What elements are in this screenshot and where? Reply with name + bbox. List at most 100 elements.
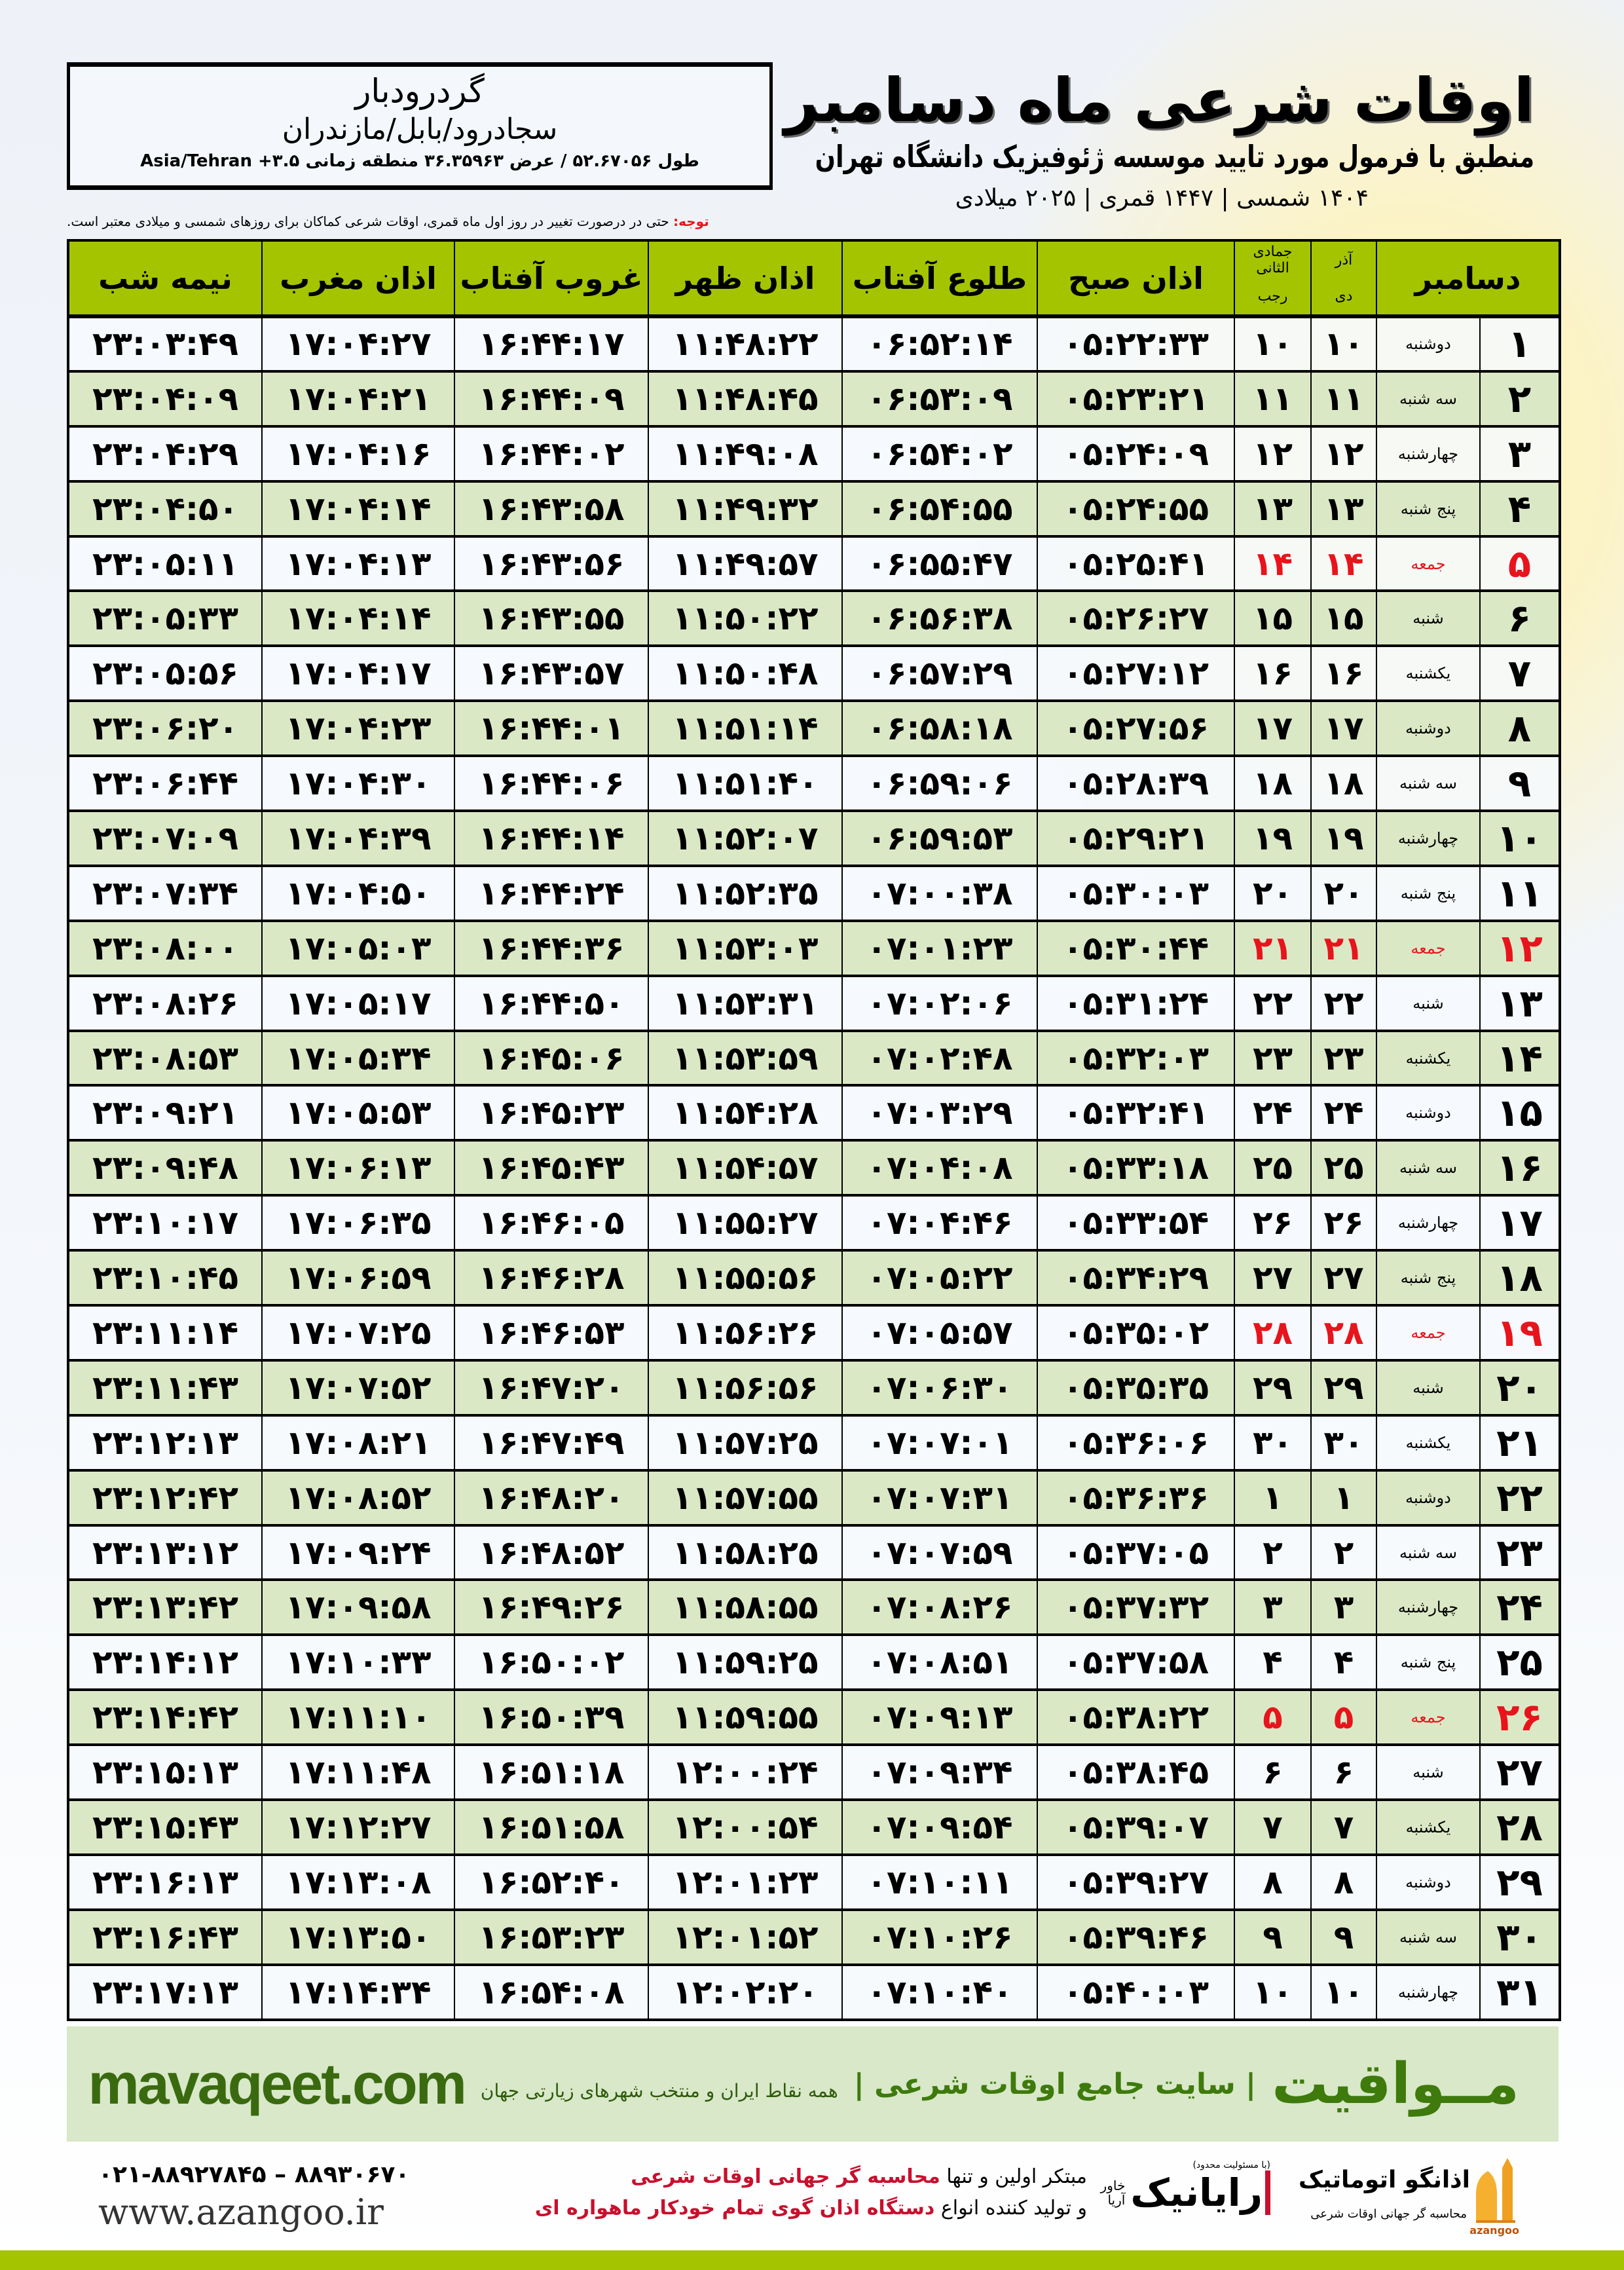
nime-time: ۲۳:۱۰:۴۵ <box>67 1249 262 1306</box>
qamari-day: ۱ <box>1234 1468 1311 1525</box>
weekday: شنبه <box>1376 1743 1480 1800</box>
nime-time: ۲۳:۱۶:۱۳ <box>67 1853 262 1910</box>
qamari-day: ۲۳ <box>1234 1029 1311 1086</box>
tolu-time: ۰۷:۰۵:۲۲ <box>841 1249 1037 1306</box>
ghorub-time: ۱۶:۴۴:۳۶ <box>454 919 648 976</box>
col-month: دسامبر <box>1376 240 1560 316</box>
ghorub-time: ۱۶:۴۵:۰۶ <box>454 1029 648 1086</box>
table-row: ۱۸ پنج شنبه ۲۷ ۲۷ ۰۵:۳۴:۲۹ ۰۷:۰۵:۲۲ ۱۱:۵۵:۵۶ ۱۶… <box>67 1249 1560 1306</box>
day-number: ۲۶ <box>1479 1688 1560 1745</box>
brand-subtitle: | سایت جامع اوقات شرعی | <box>853 2067 1257 2101</box>
shamsi-day: ۶ <box>1310 1743 1376 1800</box>
qamari-day: ۸ <box>1234 1853 1311 1910</box>
table-row: ۲۸ یکشنبه ۷ ۷ ۰۵:۳۹:۰۷ ۰۷:۰۹:۵۴ ۱۲:۰۰:۵۴ ۱۶:۵۱:… <box>67 1798 1560 1855</box>
tolu-time: ۰۷:۱۰:۴۰ <box>841 1963 1037 2020</box>
zohr-time: ۱۱:۵۳:۳۱ <box>648 974 842 1031</box>
maghrib-time: ۱۷:۰۴:۱۶ <box>261 424 454 481</box>
zohr-time: ۱۱:۵۰:۴۸ <box>648 644 842 701</box>
shamsi-day: ۲۴ <box>1310 1084 1376 1141</box>
ghorub-time: ۱۶:۴۵:۴۳ <box>454 1139 648 1196</box>
sobh-time: ۰۵:۳۲:۰۳ <box>1037 1029 1234 1086</box>
tolu-time: ۰۷:۰۷:۵۹ <box>841 1523 1037 1580</box>
sobh-time: ۰۵:۲۴:۰۹ <box>1037 424 1234 481</box>
weekday: جمعه <box>1376 919 1480 976</box>
weekday: یکشنبه <box>1376 644 1480 701</box>
shamsi-day: ۲۰ <box>1310 864 1376 921</box>
azangoo-name: اذانگو اتوماتیک <box>1298 2167 1470 2193</box>
tolu-time: ۰۷:۰۲:۴۸ <box>841 1029 1037 1086</box>
note-text: حتی در درصورت تغییر در روز اول ماه قمری،… <box>67 214 674 229</box>
tolu-time: ۰۷:۰۰:۳۸ <box>841 864 1037 921</box>
zohr-time: ۱۱:۵۵:۲۷ <box>648 1194 842 1251</box>
dome-icon <box>1476 2158 1515 2223</box>
table-row: ۲۰ شنبه ۲۹ ۲۹ ۰۵:۳۵:۳۵ ۰۷:۰۶:۳۰ ۱۱:۵۶:۵۶ ۱۶:۴۷:… <box>67 1358 1560 1415</box>
day-number: ۱۹ <box>1479 1304 1560 1360</box>
zohr-time: ۱۲:۰۰:۲۴ <box>648 1743 842 1800</box>
nime-time: ۲۳:۰۶:۴۴ <box>67 754 262 811</box>
nime-time: ۲۳:۱۱:۴۳ <box>67 1358 262 1415</box>
qamari-day: ۲ <box>1234 1523 1311 1580</box>
contact-website[interactable]: www.azangoo.ir <box>98 2191 384 2233</box>
day-number: ۲ <box>1479 369 1560 426</box>
table-row: ۲۹ دوشنبه ۸ ۸ ۰۵:۳۹:۲۷ ۰۷:۱۰:۱۱ ۱۲:۰۱:۲۳ ۱۶:۵۲:… <box>67 1853 1560 1910</box>
maghrib-time: ۱۷:۰۶:۱۳ <box>261 1139 454 1196</box>
weekday: پنج شنبه <box>1376 864 1480 921</box>
table-row: ۲۱ یکشنبه ۳۰ ۳۰ ۰۵:۳۶:۰۶ ۰۷:۰۷:۰۱ ۱۱:۵۷:۲۵ ۱۶:۴… <box>67 1413 1560 1470</box>
ghorub-time: ۱۶:۴۴:۰۲ <box>454 424 648 481</box>
nime-time: ۲۳:۰۴:۵۰ <box>67 479 262 536</box>
zohr-time: ۱۱:۵۴:۵۷ <box>648 1139 842 1196</box>
page-title: اوقات شرعی ماه دسامبر <box>784 65 1534 136</box>
day-number: ۵ <box>1479 534 1560 591</box>
site-link[interactable]: mavaqeet.com <box>88 2051 467 2116</box>
table-row: ۱۲ جمعه ۲۱ ۲۱ ۰۵:۳۰:۴۴ ۰۷:۰۱:۲۳ ۱۱:۵۳:۰۳ ۱۶:۴۴:… <box>67 919 1560 976</box>
tolu-time: ۰۶:۵۳:۰۹ <box>841 369 1037 426</box>
promo-line2-b: دستگاه اذان گوی تمام خودکار ماهواره ای <box>534 2197 935 2220</box>
col-ghorub: غروب آفتاب <box>454 240 648 316</box>
prayer-times-table: دسامبر آذر جمادی الثانی اذان صبح طلوع آف… <box>67 239 1561 2021</box>
weekday: یکشنبه <box>1376 1798 1480 1855</box>
qamari-day: ۳۰ <box>1234 1413 1311 1470</box>
sobh-time: ۰۵:۲۸:۳۹ <box>1037 754 1234 811</box>
shamsi-day: ۱ <box>1310 1468 1376 1525</box>
qamari-day: ۱۰ <box>1234 1963 1311 2020</box>
location-box: گردرودبار سجادرود/بابل/مازندران طول ۵۲.۶… <box>67 62 773 190</box>
day-number: ۲۸ <box>1479 1798 1560 1855</box>
table-row: ۱۶ سه شنبه ۲۵ ۲۵ ۰۵:۳۳:۱۸ ۰۷:۰۴:۰۸ ۱۱:۵۴:۵۷ ۱۶:… <box>67 1139 1560 1196</box>
shamsi-day: ۱۵ <box>1310 589 1376 646</box>
table-row: ۸ دوشنبه ۱۷ ۱۷ ۰۵:۲۷:۵۶ ۰۶:۵۸:۱۸ ۱۱:۵۱:۱۴ ۱۶:۴۴… <box>67 699 1560 756</box>
day-number: ۱۵ <box>1479 1084 1560 1141</box>
qamari-day: ۱۵ <box>1234 589 1311 646</box>
raianik-name: رایانیک <box>1130 2170 1270 2215</box>
nime-time: ۲۳:۰۸:۰۰ <box>67 919 262 976</box>
maghrib-time: ۱۷:۰۴:۱۷ <box>261 644 454 701</box>
day-number: ۱۴ <box>1479 1029 1560 1086</box>
maghrib-time: ۱۷:۱۳:۰۸ <box>261 1853 454 1910</box>
sobh-time: ۰۵:۳۰:۴۴ <box>1037 919 1234 976</box>
zohr-time: ۱۲:۰۱:۲۳ <box>648 1853 842 1910</box>
tolu-time: ۰۷:۰۱:۲۳ <box>841 919 1037 976</box>
zohr-time: ۱۱:۴۹:۳۲ <box>648 479 842 536</box>
ghorub-time: ۱۶:۴۴:۲۴ <box>454 864 648 921</box>
ghorub-time: ۱۶:۴۴:۰۹ <box>454 369 648 426</box>
shamsi-day: ۸ <box>1310 1853 1376 1910</box>
weekday: چهارشنبه <box>1376 424 1480 481</box>
brand-logo: مــواقیت <box>1272 2051 1519 2117</box>
day-number: ۲۷ <box>1479 1743 1560 1800</box>
weekday: چهارشنبه <box>1376 1194 1480 1251</box>
sobh-time: ۰۵:۲۶:۲۷ <box>1037 589 1234 646</box>
day-number: ۲۴ <box>1479 1578 1560 1635</box>
qamari-day: ۲۹ <box>1234 1358 1311 1415</box>
maghrib-time: ۱۷:۰۴:۱۴ <box>261 589 454 646</box>
ghorub-time: ۱۶:۵۴:۰۸ <box>454 1963 648 2020</box>
tolu-time: ۰۷:۰۵:۵۷ <box>841 1304 1037 1360</box>
day-number: ۱ <box>1479 315 1560 371</box>
shamsi-day: ۲۳ <box>1310 1029 1376 1086</box>
day-number: ۲۲ <box>1479 1468 1560 1525</box>
ghorub-time: ۱۶:۴۳:۵۶ <box>454 534 648 591</box>
day-number: ۲۹ <box>1479 1853 1560 1910</box>
raianik-sub: خاور آریا <box>1100 2178 1126 2208</box>
nime-time: ۲۳:۱۴:۴۲ <box>67 1688 262 1745</box>
qamari-day: ۲۰ <box>1234 864 1311 921</box>
maghrib-time: ۱۷:۰۶:۳۵ <box>261 1194 454 1251</box>
qamari-day: ۱۰ <box>1234 315 1311 371</box>
